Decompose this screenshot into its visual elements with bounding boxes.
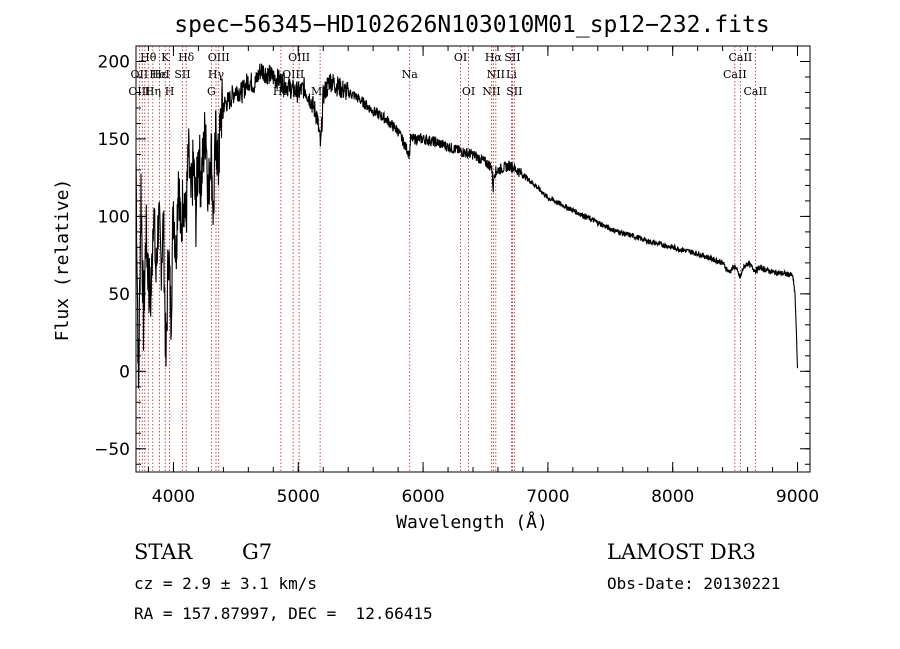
line-label: SII — [506, 85, 522, 98]
y-tick-label: 0 — [119, 362, 130, 382]
spectrum-line — [135, 63, 799, 389]
line-label: CaII — [723, 68, 747, 81]
line-label: OIII — [282, 68, 304, 81]
x-tick-label: 6000 — [401, 487, 444, 507]
y-tick-label: −50 — [94, 440, 130, 460]
line-label: OII — [131, 68, 149, 81]
line-label: OI — [454, 51, 467, 64]
line-label: NII — [482, 85, 500, 98]
x-tick-label: 8000 — [651, 487, 694, 507]
line-label: OIII — [128, 85, 150, 98]
x-axis-ticks: 4000 5000 6000 7000 8000 9000 — [147, 46, 819, 507]
line-label: K — [161, 51, 170, 64]
x-tick-label: 5000 — [277, 487, 320, 507]
line-label: Hγ — [208, 68, 225, 81]
y-tick-label: 100 — [98, 207, 130, 227]
y-axis-ticks: −50 0 50 100 150 200 — [94, 45, 810, 465]
line-label: G — [207, 85, 216, 98]
line-label: Li — [506, 68, 517, 81]
y-axis-label: Flux (relative) — [52, 179, 73, 342]
line-label: Hε — [152, 68, 168, 81]
line-label: Hδ — [178, 51, 195, 64]
line-label: H — [165, 85, 175, 98]
line-label: Hθ — [140, 51, 157, 64]
subclass: G7 — [242, 540, 273, 564]
line-label: Na — [402, 68, 419, 81]
line-label: Hα — [485, 51, 503, 64]
x-axis-label: Wavelength (Å) — [396, 511, 548, 533]
y-tick-label: 150 — [98, 130, 130, 150]
line-label: SII — [174, 68, 190, 81]
redshift-cz: cz = 2.9 ± 3.1 km/s — [134, 574, 318, 593]
x-tick-label: 7000 — [526, 487, 569, 507]
spectral-line-markers — [138, 46, 756, 472]
line-label: OI — [462, 85, 475, 98]
chart-title: spec−56345−HD102626N103010M01_sp12−232.f… — [174, 12, 769, 38]
coordinates: RA = 157.87997, DEC = 12.66415 — [134, 604, 433, 623]
line-label: CaII — [729, 51, 753, 64]
line-label: SII — [504, 51, 520, 64]
line-label: NII — [487, 68, 505, 81]
obs-date: Obs-Date: 20130221 — [607, 574, 781, 593]
line-label: Hη — [145, 85, 161, 98]
y-tick-label: 50 — [108, 285, 130, 305]
line-label: OIII — [208, 51, 230, 64]
x-tick-label: 4000 — [152, 487, 195, 507]
line-label: CaII — [743, 85, 767, 98]
y-tick-label: 200 — [98, 52, 130, 72]
x-tick-label: 9000 — [776, 487, 819, 507]
object-type: STAR — [134, 540, 193, 564]
line-label: OIII — [288, 51, 310, 64]
survey-name: LAMOST DR3 — [607, 540, 756, 564]
line-label: HeI — [149, 68, 169, 81]
